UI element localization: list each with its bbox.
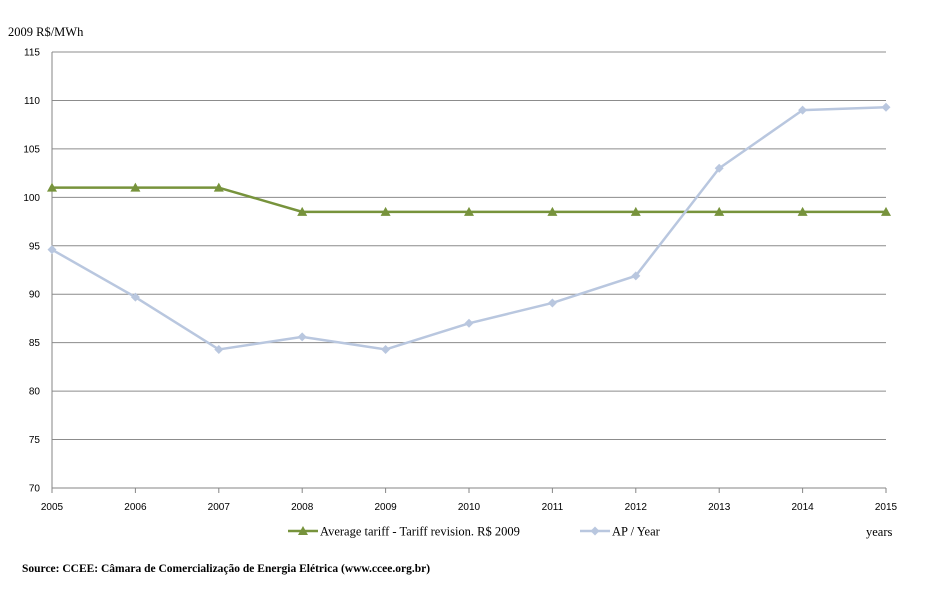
data-point (881, 102, 891, 112)
y-tick-label: 115 (24, 48, 40, 59)
data-point (47, 245, 57, 255)
data-point (47, 182, 57, 192)
data-point (213, 182, 224, 192)
data-point (631, 271, 641, 281)
data-point (630, 206, 641, 216)
data-point (297, 332, 307, 342)
x-tick-label: 2007 (208, 502, 231, 513)
x-tick-label: 2012 (625, 502, 648, 513)
x-tick-label: 2008 (291, 502, 314, 513)
data-point (797, 206, 808, 216)
data-point (714, 206, 725, 216)
data-point (464, 206, 474, 216)
data-point (214, 344, 224, 354)
data-point (130, 182, 141, 192)
y-tick-label: 70 (29, 484, 41, 495)
x-tick-label: 2009 (374, 502, 397, 513)
y-tick-label: 100 (23, 193, 40, 204)
legend-marker (590, 526, 600, 536)
y-tick-label: 110 (24, 96, 40, 107)
series-group (47, 102, 891, 354)
x-tick-label: 2015 (875, 502, 898, 513)
x-tick-label: 2014 (791, 502, 814, 513)
x-tick-label: 2006 (124, 502, 147, 513)
x-tick-label: 2005 (41, 502, 64, 513)
data-point (798, 105, 808, 115)
data-point (547, 298, 557, 308)
y-tick-label: 105 (23, 144, 40, 155)
data-point (130, 292, 140, 302)
legend-label: AP / Year (612, 525, 661, 539)
data-point (714, 163, 724, 173)
x-axis-label: years (866, 525, 893, 539)
y-tick-label: 75 (29, 435, 41, 446)
y-axis-ticks: 70 75 80 85 90 95 100 105 110 115 (23, 48, 40, 495)
series-line-2 (51, 105, 887, 351)
gridlines (51, 51, 887, 493)
data-point (381, 344, 391, 354)
legend: Average tariff - Tariff revision. R$ 200… (288, 525, 661, 539)
data-point (297, 206, 308, 216)
x-axis-ticks: 2005 2006 2007 2008 2009 2010 2011 2012 2013 2014… (41, 502, 898, 513)
data-point (380, 206, 391, 216)
x-tick-label: 2011 (542, 502, 564, 513)
x-tick-label: 2010 (458, 502, 481, 513)
data-point (464, 318, 474, 328)
y-tick-label: 95 (29, 241, 41, 252)
y-tick-label: 90 (29, 290, 41, 301)
y-tick-label: 80 (29, 387, 41, 398)
data-point (881, 206, 891, 216)
y-axis-label: 2009 R$/MWh (8, 25, 84, 39)
legend-label: Average tariff - Tariff revision. R$ 200… (320, 525, 520, 539)
source-note: Source: CCEE: Câmara de Comercialização … (22, 563, 431, 575)
data-point (547, 206, 558, 216)
y-tick-label: 85 (29, 338, 41, 349)
x-tick-label: 2013 (708, 502, 731, 513)
legend-marker (298, 526, 308, 535)
